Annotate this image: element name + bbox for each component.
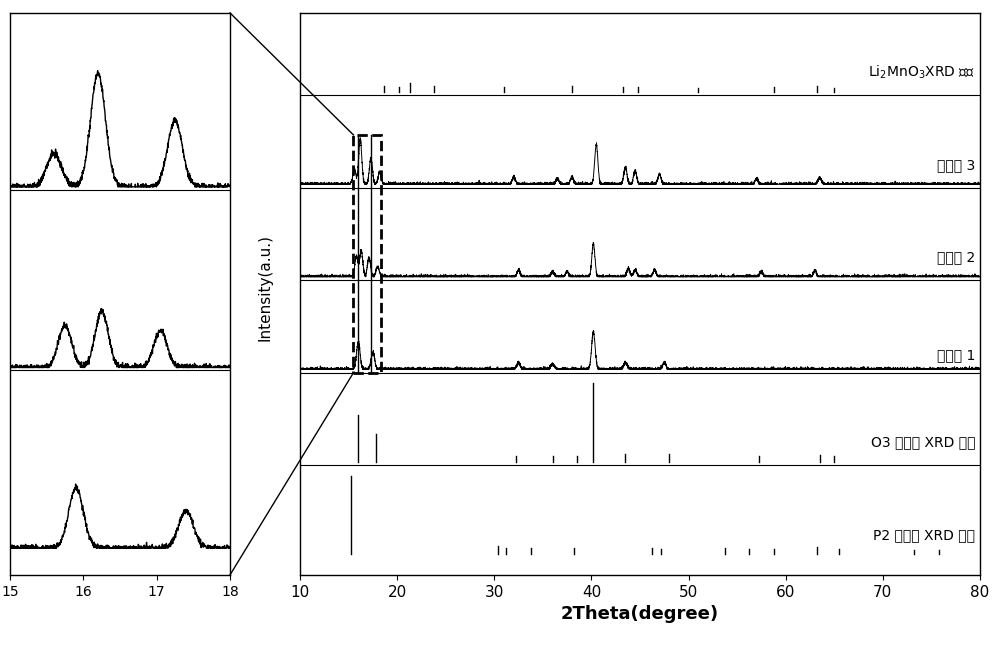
Bar <box>353 135 381 373</box>
X-axis label: 2Theta(degree): 2Theta(degree) <box>561 605 719 623</box>
Text: O3 相标准 XRD 谱图: O3 相标准 XRD 谱图 <box>871 435 975 450</box>
Text: 实施例 1: 实施例 1 <box>937 349 975 362</box>
Text: P2 相标准 XRD 谱图: P2 相标准 XRD 谱图 <box>873 528 975 542</box>
Text: Intensity(a.u.): Intensity(a.u.) <box>258 234 272 341</box>
Text: Li$_2$MnO$_3$XRD 谱图: Li$_2$MnO$_3$XRD 谱图 <box>868 64 975 81</box>
Text: 实施例 2: 实施例 2 <box>937 251 975 265</box>
Text: 实施例 3: 实施例 3 <box>937 158 975 172</box>
